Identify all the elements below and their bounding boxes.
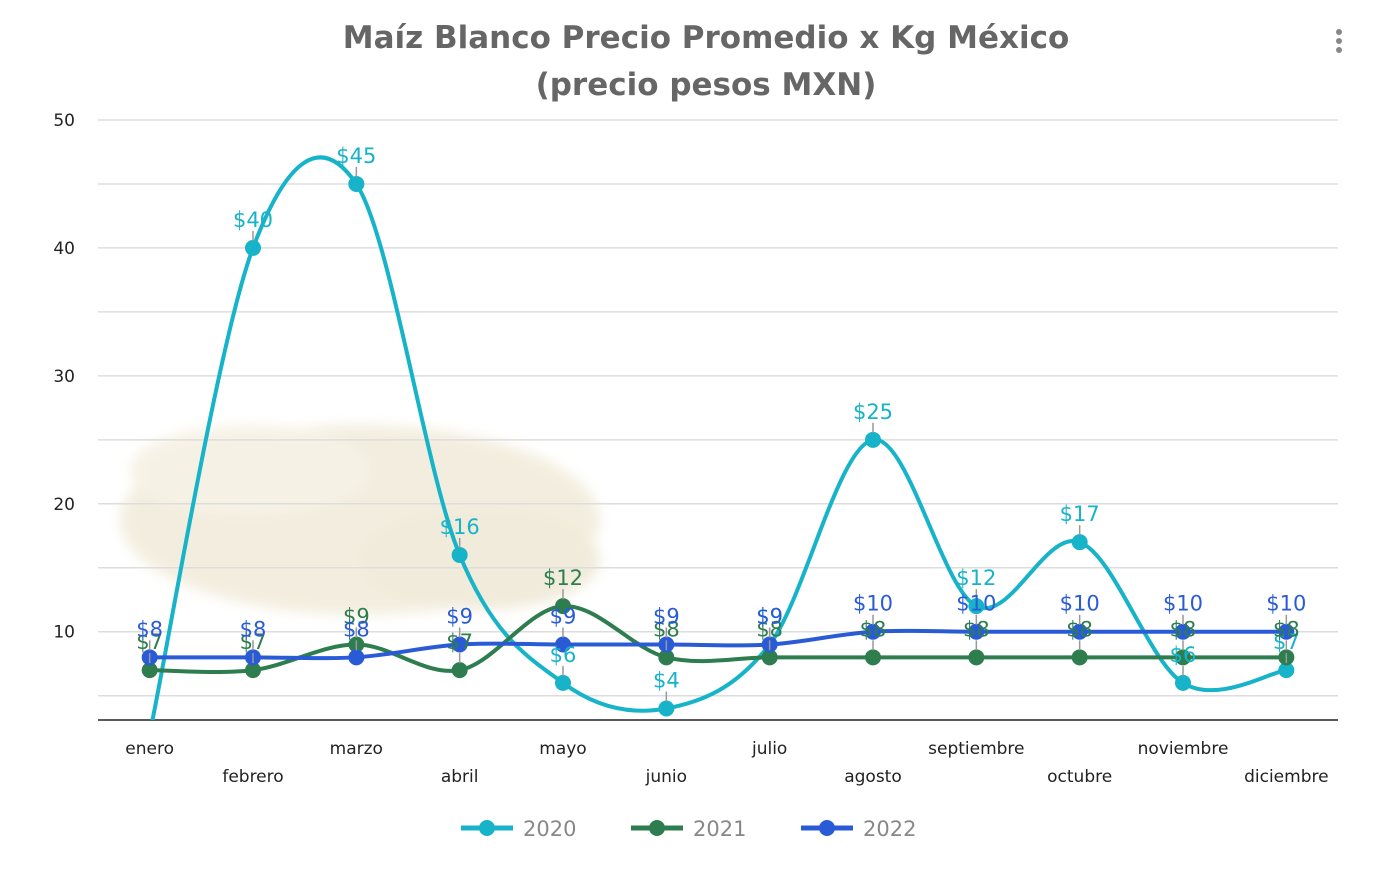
- value-label: $40: [233, 208, 273, 232]
- value-labels: $40$45$16$6$4$9$25$12$17$6$7$7 $7$9$7$12$…: [136, 144, 1306, 702]
- x-tick-label: agosto: [844, 767, 902, 787]
- x-tick-label: noviembre: [1138, 739, 1229, 759]
- value-label: $8: [240, 617, 267, 641]
- data-point: [865, 649, 881, 666]
- data-point: [968, 649, 985, 666]
- value-label: $8: [136, 617, 163, 641]
- legend-label: 2021: [693, 817, 746, 841]
- x-tick-label: diciembre: [1244, 767, 1328, 787]
- data-point: [865, 623, 881, 640]
- y-tick-label: 30: [53, 367, 75, 387]
- x-tick-label: enero: [125, 739, 174, 759]
- value-label: $9: [343, 605, 370, 629]
- value-label: $6: [550, 643, 577, 667]
- value-label: $9: [756, 605, 783, 629]
- legend-label: 2022: [863, 817, 916, 841]
- value-label: $9: [446, 605, 473, 629]
- x-tick-label: julio: [751, 739, 787, 759]
- value-label: $10: [956, 592, 996, 616]
- value-label: $10: [853, 592, 893, 616]
- series-line: [149, 604, 1287, 674]
- legend-marker: [649, 820, 665, 836]
- x-tick-label: marzo: [330, 739, 383, 759]
- markers: [141, 175, 1295, 717]
- value-label: $25: [853, 400, 893, 424]
- y-tick-label: 10: [53, 623, 75, 643]
- x-tick-label: abril: [441, 767, 479, 787]
- value-label: $10: [1266, 592, 1306, 616]
- value-label: $12: [956, 566, 996, 590]
- data-point: [555, 636, 571, 653]
- data-point: [1278, 662, 1295, 679]
- legend-marker: [479, 820, 495, 836]
- x-tick-label: febrero: [222, 767, 283, 787]
- data-point: [1071, 623, 1088, 640]
- value-label: $16: [440, 515, 480, 539]
- value-label: $10: [1060, 592, 1100, 616]
- menu-button[interactable]: [1336, 29, 1342, 53]
- value-label: $10: [1163, 592, 1203, 616]
- data-point: [451, 636, 468, 653]
- data-point: [1278, 623, 1295, 640]
- data-point: [348, 649, 365, 666]
- data-point: [1071, 649, 1088, 666]
- data-point: [1175, 674, 1191, 691]
- data-point: [348, 175, 365, 192]
- value-label: $8: [343, 617, 370, 641]
- x-tick-label: junio: [645, 767, 687, 787]
- value-label: $12: [543, 566, 583, 590]
- data-point: [555, 674, 571, 691]
- chart-title: Maíz Blanco Precio Promedio x Kg México: [343, 20, 1070, 56]
- y-tick-label: 40: [53, 239, 75, 259]
- legend-marker: [819, 820, 835, 836]
- data-point: [761, 649, 778, 666]
- data-point: [1175, 649, 1191, 666]
- data-point: [658, 649, 675, 666]
- y-tick-label: 20: [53, 495, 75, 515]
- data-point: [245, 239, 261, 256]
- data-point: [555, 598, 571, 615]
- data-point: [451, 662, 468, 679]
- data-point: [1175, 623, 1191, 640]
- data-point: [968, 623, 985, 640]
- value-label: $9: [550, 605, 577, 629]
- y-tick-label: 50: [53, 111, 75, 131]
- value-label: $9: [756, 605, 783, 629]
- data-point: [1071, 534, 1088, 551]
- value-label: $17: [1060, 502, 1100, 526]
- value-label: $9: [653, 605, 680, 629]
- data-point: [968, 598, 985, 615]
- data-point: [451, 546, 468, 563]
- value-label: $4: [653, 668, 680, 692]
- x-tick-label: septiembre: [928, 739, 1024, 759]
- series-line: [149, 628, 1287, 661]
- x-tick-label: mayo: [539, 739, 586, 759]
- x-tick-label: octubre: [1047, 767, 1112, 787]
- value-label: $45: [336, 144, 376, 168]
- chart-subtitle: (precio pesos MXN): [536, 67, 877, 103]
- data-point: [658, 700, 675, 717]
- data-point: [245, 662, 261, 679]
- data-point: [141, 662, 158, 679]
- data-point: [865, 431, 881, 448]
- legend-label: 2020: [523, 817, 576, 841]
